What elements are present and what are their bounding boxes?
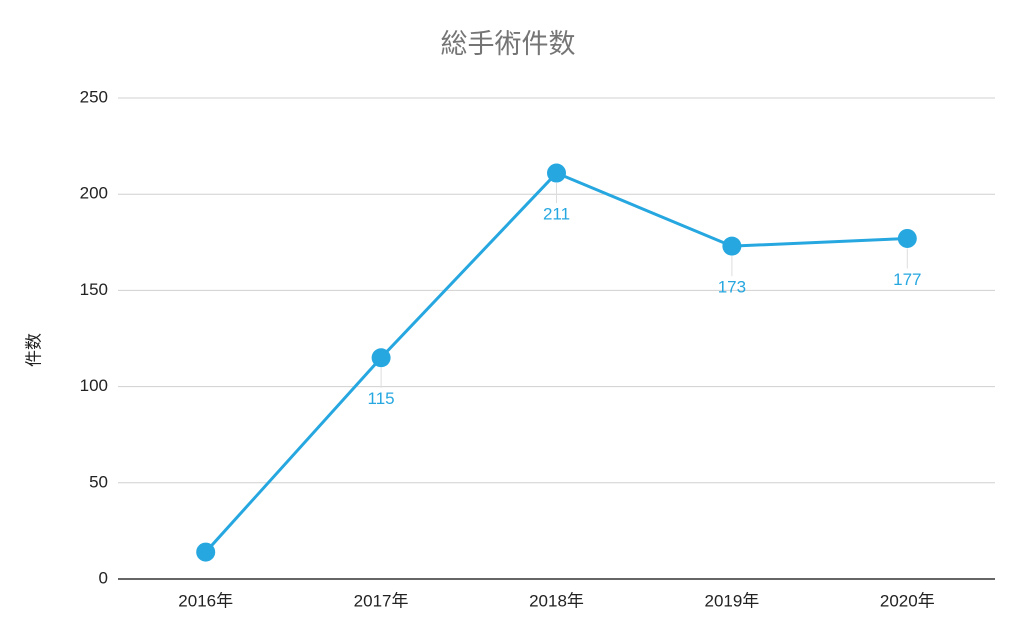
line [204, 171, 908, 554]
x-tick-label: 2019年 [704, 591, 759, 610]
x-tick-label: 2017年 [354, 591, 409, 610]
y-tick-label: 150 [80, 280, 108, 299]
data-label: 173 [718, 278, 746, 297]
point [897, 228, 917, 248]
data-label: 211 [543, 205, 570, 224]
data-label: 115 [368, 389, 395, 408]
point [196, 542, 216, 562]
chart-title: 総手術件数 [441, 29, 576, 59]
y-tick-label: 200 [80, 184, 108, 203]
x-tick-label: 2018年 [529, 591, 584, 610]
x-tick-label: 2020年 [880, 591, 935, 610]
data-label: 177 [893, 270, 921, 289]
y-axis-title: 件数 [24, 333, 43, 367]
y-tick-label: 0 [99, 568, 108, 587]
x-tick-label: 2016年 [178, 591, 233, 610]
y-tick-label: 250 [80, 87, 108, 106]
point [371, 348, 391, 368]
y-tick-label: 100 [80, 376, 108, 395]
point [722, 236, 742, 256]
y-tick-label: 50 [89, 472, 108, 491]
point [547, 163, 566, 183]
